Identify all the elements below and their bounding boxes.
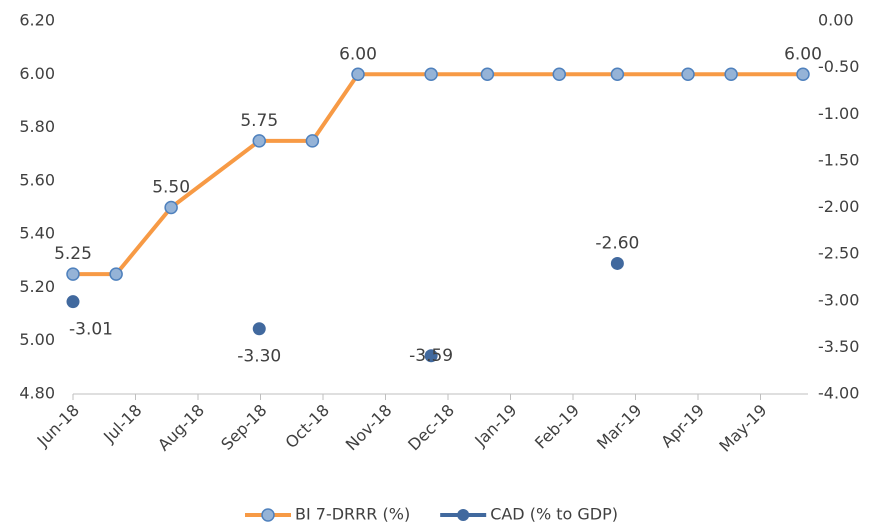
y2-tick-label: -0.50 — [818, 57, 859, 76]
data-label: -3.59 — [409, 346, 453, 366]
y2-tick-label: -3.00 — [818, 290, 859, 309]
y2-tick-label: -1.00 — [818, 104, 859, 123]
x-tick-label: Aug-18 — [154, 401, 208, 455]
series-line — [73, 72, 803, 277]
point — [552, 67, 566, 82]
x-tick-label: Feb-19 — [531, 401, 583, 453]
point — [724, 67, 738, 82]
point — [610, 256, 624, 270]
y-tick-label: 4.80 — [19, 384, 55, 403]
data-label: 6.00 — [784, 44, 822, 64]
data-label: -3.01 — [69, 320, 113, 340]
data-label: 6.00 — [339, 44, 377, 64]
data-label: -2.60 — [595, 233, 639, 253]
legend-marker — [457, 509, 470, 521]
point — [480, 67, 495, 82]
y-tick-label: 5.20 — [19, 277, 55, 296]
point — [109, 267, 123, 281]
point — [164, 200, 178, 215]
x-tick-label: Sep-18 — [217, 401, 270, 454]
x-tick-label: Dec-18 — [404, 401, 458, 455]
data-label: 5.75 — [240, 111, 278, 131]
point — [66, 267, 80, 281]
y2-tick-label: -3.50 — [818, 337, 859, 356]
legend-label: CAD (% to GDP) — [490, 505, 618, 524]
point — [796, 67, 810, 82]
legend-label: BI 7-DRRR (%) — [295, 505, 410, 524]
x-tick-label: Mar-19 — [593, 401, 646, 454]
y2-tick-label: -2.00 — [818, 197, 859, 216]
x-tick-label: May-19 — [715, 401, 770, 456]
y-tick-label: 5.80 — [19, 117, 55, 136]
point — [681, 67, 695, 82]
point — [305, 134, 320, 148]
y-tick-label: 6.20 — [19, 11, 55, 30]
point — [351, 67, 365, 82]
data-label: -3.30 — [237, 347, 281, 367]
x-tick-label: Apr-19 — [657, 401, 708, 452]
data-label: 5.25 — [54, 244, 92, 264]
x-tick-label: Jan-19 — [470, 401, 520, 451]
y2-tick-label: -4.00 — [818, 384, 859, 403]
y2-tick-label: 0.00 — [818, 11, 854, 30]
point — [424, 67, 438, 82]
x-tick-label: Jul-18 — [99, 401, 145, 447]
y-tick-label: 5.00 — [19, 330, 55, 349]
point — [252, 322, 266, 336]
point — [610, 67, 625, 82]
y-tick-label: 5.40 — [19, 224, 55, 243]
legend-marker — [261, 508, 275, 522]
y-tick-label: 6.00 — [19, 64, 55, 83]
y2-tick-label: -1.50 — [818, 150, 859, 169]
point — [252, 134, 266, 148]
point — [66, 295, 80, 309]
data-label: 5.50 — [152, 178, 190, 198]
x-tick-label: Jun-18 — [33, 401, 83, 451]
x-tick-label: Oct-18 — [282, 401, 333, 452]
x-tick-label: Nov-18 — [342, 401, 396, 455]
y-tick-label: 5.60 — [19, 170, 55, 189]
y2-tick-label: -2.50 — [818, 244, 859, 263]
point — [424, 349, 438, 363]
